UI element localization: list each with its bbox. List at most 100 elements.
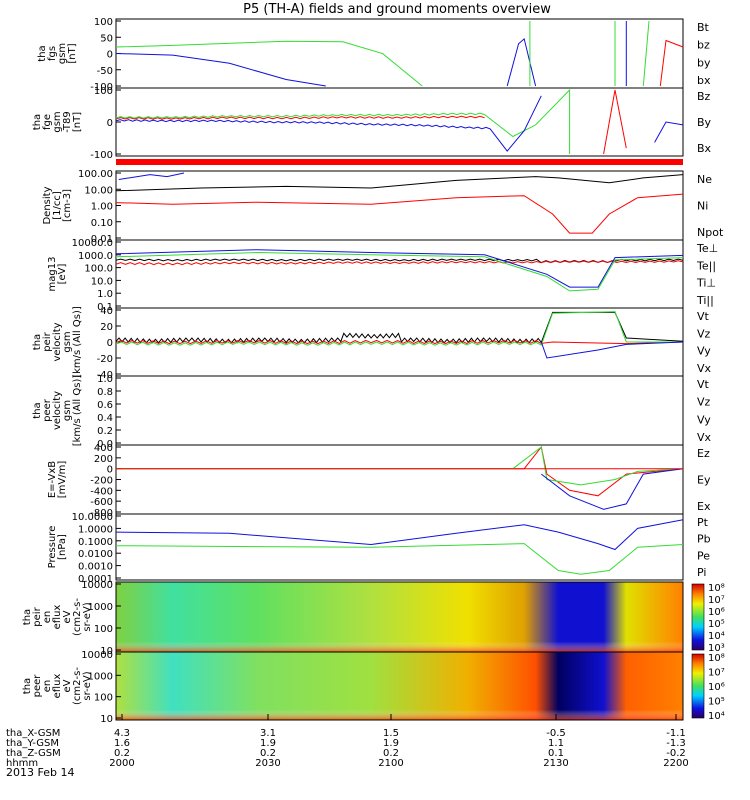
y-axis-label: eflux bbox=[52, 605, 63, 630]
y-tick-label: 0.0100 bbox=[78, 549, 113, 560]
y-axis-label: [eV] bbox=[57, 264, 68, 285]
y-tick-label: 10 bbox=[100, 646, 113, 657]
footer-row-value: -1.1 bbox=[666, 728, 686, 739]
y-tick-label: 10.00 bbox=[84, 185, 113, 196]
y-axis-label: tha bbox=[22, 678, 33, 694]
y-tick-label: 10000 bbox=[81, 650, 113, 661]
y-axis-label: gsm bbox=[52, 111, 63, 132]
trace-Ti-par bbox=[115, 251, 684, 292]
footer-row-value: 0.1 bbox=[548, 748, 564, 759]
y-tick-label: 10000.0 bbox=[72, 238, 113, 249]
legend-entry: Vt bbox=[697, 378, 710, 391]
panel-frame-p6 bbox=[115, 375, 684, 446]
traces-group bbox=[115, 20, 684, 575]
colorbar-label: 10⁶ bbox=[708, 682, 725, 693]
trace-Ey bbox=[116, 446, 684, 486]
y-axis-label: eflux bbox=[52, 674, 63, 699]
y-tick-label: 100.00 bbox=[78, 169, 113, 180]
legend-entry: by bbox=[697, 56, 711, 69]
y-tick-label: 10000 bbox=[81, 580, 113, 591]
footer-row-value: -0.2 bbox=[666, 748, 686, 759]
y-axis-label: [km/s (All Qs)] bbox=[72, 306, 83, 378]
y-tick-label: 200 bbox=[94, 454, 113, 465]
spectrogram-shade-p9 bbox=[116, 582, 683, 652]
footer-row-value: 0.2 bbox=[114, 748, 130, 759]
trace-by-4 bbox=[642, 20, 650, 87]
y-axis-label: Pressure bbox=[47, 526, 58, 569]
trace-Ti-perp bbox=[115, 249, 684, 288]
legend-entry: Ey bbox=[697, 474, 711, 487]
legend-entry: Npot bbox=[697, 226, 724, 239]
y-axis-label: peir bbox=[32, 606, 43, 626]
y-tick-label: 1.0 bbox=[97, 374, 113, 385]
colorbar-label: 10⁵ bbox=[708, 619, 725, 630]
y-axis-label: [nT] bbox=[67, 43, 78, 63]
colorbar-label: 10⁸ bbox=[708, 583, 725, 594]
colorbar-label: 10⁶ bbox=[708, 607, 725, 618]
footer-row-label: tha_Y-GSM bbox=[6, 738, 59, 749]
footer-row-value: 1.1 bbox=[548, 738, 564, 749]
footer-row-value: 2000 bbox=[109, 758, 134, 769]
y-tick-label: 1000 bbox=[88, 671, 113, 682]
footer-row-value: 2200 bbox=[663, 758, 688, 769]
legend-entry: Vt bbox=[697, 310, 710, 323]
legend-entry: Ti|| bbox=[696, 294, 714, 307]
footer-row-value: 1.9 bbox=[383, 738, 399, 749]
colorbar-label: 10⁴ bbox=[708, 631, 725, 642]
legend-entry: Vx bbox=[697, 362, 712, 375]
y-tick-label: 0.1000 bbox=[78, 537, 113, 548]
trace-Bx bbox=[115, 95, 542, 152]
page-title: P5 (TH-A) fields and ground moments over… bbox=[243, 2, 551, 17]
y-tick-label: 0 bbox=[107, 465, 113, 476]
y-tick-label: -20 bbox=[97, 354, 113, 365]
y-tick-label: 0 bbox=[107, 50, 113, 61]
trace-Bx-2 bbox=[654, 121, 684, 143]
footer-row-label: tha_X-GSM bbox=[6, 728, 60, 739]
trace-Npot bbox=[118, 172, 185, 180]
legend-entry: Ne bbox=[697, 173, 712, 186]
y-axis-label: sr-eV) bbox=[82, 602, 93, 631]
panel-frame-p10 bbox=[115, 651, 684, 721]
y-tick-label: 40 bbox=[100, 306, 113, 317]
y-tick-label: 100 bbox=[94, 693, 113, 704]
colorbar-label: 10⁸ bbox=[708, 653, 725, 664]
footer-date: 2013 Feb 14 bbox=[6, 766, 74, 779]
trace-Vy bbox=[115, 311, 683, 346]
y-tick-label: -400 bbox=[90, 486, 113, 497]
y-tick-label: -40 bbox=[97, 370, 113, 381]
legend-entry: Pe bbox=[697, 549, 710, 562]
colorbar-label: 10⁴ bbox=[708, 711, 725, 722]
y-axis-label: Density bbox=[42, 186, 53, 224]
y-axis-label: gsm bbox=[57, 43, 68, 64]
footer-row-label: hhmm bbox=[6, 758, 38, 769]
panel-frame-p1 bbox=[115, 18, 684, 89]
trace-Vx bbox=[540, 341, 684, 359]
y-axis-label: tha bbox=[22, 609, 33, 625]
legend-entry: Bx bbox=[697, 142, 712, 155]
y-tick-label: 10 bbox=[100, 714, 113, 725]
legend-entry: By bbox=[697, 116, 712, 129]
y-tick-label: 100 bbox=[94, 86, 113, 97]
legend-entry: Te⊥ bbox=[696, 242, 718, 255]
footer-row-value: 0.2 bbox=[260, 748, 276, 759]
y-axis-label: tha bbox=[37, 45, 48, 61]
y-tick-label: 0.01 bbox=[91, 234, 113, 245]
y-axis-label: tha bbox=[32, 334, 43, 350]
y-tick-label: 10.0000 bbox=[72, 512, 113, 523]
y-tick-label: 0.0010 bbox=[78, 562, 113, 573]
y-tick-label: 1.0000 bbox=[78, 524, 113, 535]
y-axis-label: (cm2-s- bbox=[72, 598, 83, 636]
footer-row-value: -0.5 bbox=[546, 728, 566, 739]
trace-Vz bbox=[115, 339, 684, 345]
trace-Pi bbox=[115, 519, 684, 551]
y-axis-label: gsm bbox=[62, 331, 73, 352]
y-axis-label: velocity bbox=[52, 391, 63, 430]
trace-Ni bbox=[115, 174, 684, 192]
y-tick-label: -100 bbox=[90, 82, 113, 93]
y-tick-label: 0.1 bbox=[97, 302, 113, 313]
trace-Bz bbox=[115, 115, 485, 120]
y-tick-label: 20 bbox=[100, 322, 113, 333]
y-tick-label: 0 bbox=[107, 338, 113, 349]
y-axis-label: fge bbox=[42, 114, 53, 130]
